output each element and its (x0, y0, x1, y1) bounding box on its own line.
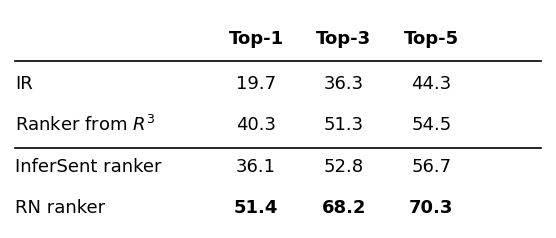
Text: 70.3: 70.3 (409, 199, 454, 217)
Text: IR: IR (15, 75, 33, 93)
Text: 40.3: 40.3 (236, 116, 276, 134)
Text: 68.2: 68.2 (321, 199, 366, 217)
Text: 56.7: 56.7 (411, 158, 451, 176)
Text: 52.8: 52.8 (324, 158, 364, 176)
Text: Top-1: Top-1 (229, 30, 284, 48)
Text: 19.7: 19.7 (236, 75, 276, 93)
Text: 51.3: 51.3 (324, 116, 364, 134)
Text: InferSent ranker: InferSent ranker (15, 158, 162, 176)
Text: 54.5: 54.5 (411, 116, 451, 134)
Text: 44.3: 44.3 (411, 75, 451, 93)
Text: RN ranker: RN ranker (15, 199, 105, 217)
Text: Top-3: Top-3 (316, 30, 371, 48)
Text: 36.1: 36.1 (236, 158, 276, 176)
Text: 36.3: 36.3 (324, 75, 364, 93)
Text: Ranker from $R^3$: Ranker from $R^3$ (15, 115, 155, 135)
Text: Top-5: Top-5 (404, 30, 459, 48)
Text: 51.4: 51.4 (234, 199, 279, 217)
